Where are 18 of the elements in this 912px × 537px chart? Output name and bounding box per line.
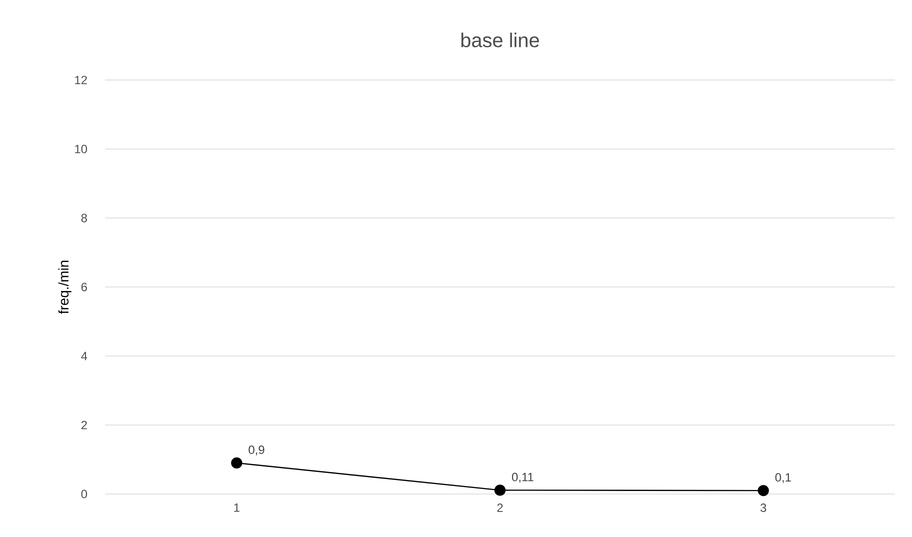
- y-tick-label: 0: [81, 490, 88, 498]
- y-tick-label: 4: [81, 352, 88, 360]
- data-label: 0,1: [775, 473, 791, 484]
- y-axis-title: freq./min: [58, 260, 72, 314]
- y-tick-label: 6: [81, 282, 87, 292]
- y-tick-label: 10: [75, 144, 88, 154]
- x-tick-label: 2: [497, 504, 503, 512]
- y-tick-label: 2: [81, 420, 87, 430]
- point: [758, 484, 769, 496]
- x-tick-label: 3: [760, 504, 766, 512]
- chart-title: base line: [461, 32, 539, 48]
- y-tick-label: 8: [81, 214, 87, 222]
- data-label: 0,11: [512, 472, 534, 483]
- y-tick-label: 12: [75, 76, 87, 84]
- data-label: 0,9: [248, 446, 264, 456]
- point: [231, 457, 242, 469]
- point: [494, 484, 506, 496]
- x-tick-label: 1: [234, 504, 240, 512]
